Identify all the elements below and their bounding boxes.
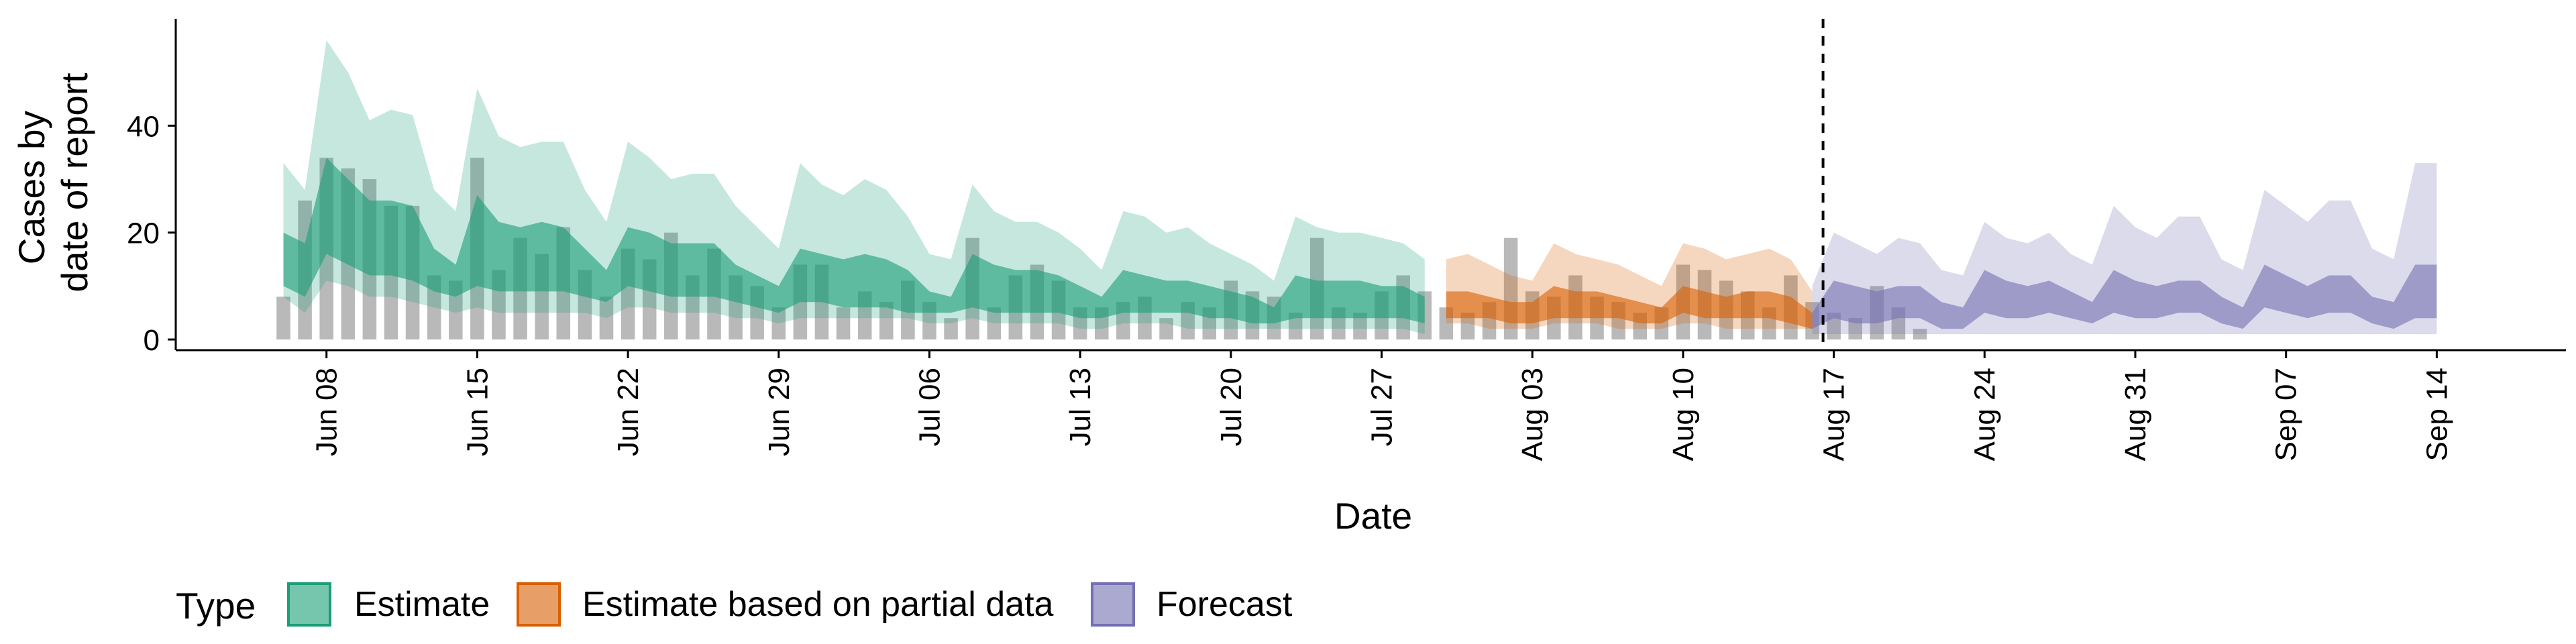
band-inner-2 bbox=[1812, 264, 2437, 329]
x-tick-label: Jul 27 bbox=[1366, 368, 1399, 446]
axes bbox=[174, 19, 2566, 352]
case-bar bbox=[944, 318, 958, 340]
legend-title: Type bbox=[176, 585, 256, 627]
x-tick-label: Aug 24 bbox=[1968, 368, 2001, 461]
x-tick-label: Jun 29 bbox=[763, 368, 796, 456]
estimate-bands bbox=[283, 40, 2437, 335]
x-tick-label: Aug 10 bbox=[1667, 368, 1700, 461]
x-tick-label: Jun 22 bbox=[612, 368, 645, 456]
case-bar bbox=[599, 297, 614, 340]
case-bar bbox=[1913, 329, 1927, 340]
case-bar bbox=[836, 307, 851, 340]
legend-label-estimate: Estimate bbox=[354, 585, 490, 624]
legend-key-partial bbox=[517, 582, 561, 627]
band-inner-1 bbox=[1446, 286, 1813, 329]
legend-key-estimate bbox=[287, 582, 331, 627]
case-bar bbox=[1460, 313, 1475, 340]
x-tick-label: Jul 06 bbox=[913, 368, 946, 446]
x-tick-label: Jun 08 bbox=[311, 368, 343, 456]
y-axis-label-line-2: date of report bbox=[54, 72, 95, 292]
band-inner-0 bbox=[283, 158, 1425, 324]
y-tick-label: 40 bbox=[127, 110, 160, 143]
case-bar bbox=[771, 307, 786, 340]
case-bar bbox=[879, 302, 894, 340]
case-bar bbox=[1353, 313, 1367, 340]
x-tick-label: Sep 14 bbox=[2420, 368, 2453, 461]
case-bar bbox=[1159, 318, 1173, 340]
x-tick-label: Jul 13 bbox=[1064, 368, 1097, 446]
y-axis-label-line-1: Cases by bbox=[11, 111, 52, 265]
x-axis-label: Date bbox=[1334, 495, 1412, 537]
legend-label-forecast: Forecast bbox=[1157, 585, 1293, 624]
legend: Type Estimate Estimate based on partial … bbox=[176, 582, 1293, 627]
x-tick-label: Aug 17 bbox=[1818, 368, 1851, 461]
x-tick-label: Aug 03 bbox=[1516, 368, 1549, 461]
x-axis-ticks: Jun 08 Jun 15 Jun 22 Jun 29 Jul 06 Jul 13 Jul … bbox=[311, 350, 2453, 461]
case-bar bbox=[987, 307, 1002, 340]
x-tick-label: Sep 07 bbox=[2270, 368, 2303, 461]
x-tick-label: Jun 15 bbox=[461, 368, 494, 456]
case-bar bbox=[1288, 313, 1303, 340]
y-tick-label: 0 bbox=[144, 324, 160, 357]
legend-key-forecast bbox=[1091, 582, 1135, 627]
x-tick-label: Aug 31 bbox=[2119, 368, 2152, 461]
case-bar bbox=[276, 297, 290, 340]
x-tick-label: Jul 20 bbox=[1215, 368, 1248, 446]
y-axis-label: Cases by date of report bbox=[11, 72, 95, 292]
legend-label-partial: Estimate based on partial data bbox=[582, 585, 1054, 624]
y-tick-label: 20 bbox=[127, 217, 160, 250]
y-axis-ticks: 0 20 40 bbox=[127, 110, 176, 357]
